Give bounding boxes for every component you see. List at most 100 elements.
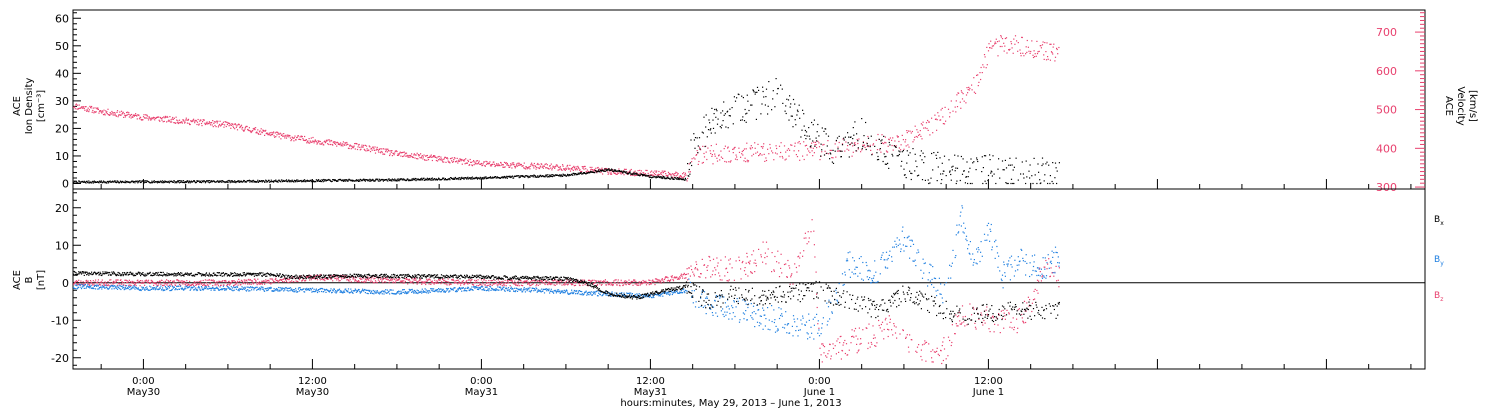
- bz-point: [349, 281, 350, 282]
- bz-point: [204, 284, 205, 285]
- bz-point: [683, 274, 684, 275]
- density-point: [181, 180, 182, 181]
- bz-point: [546, 281, 547, 282]
- density-point: [721, 125, 722, 126]
- bz-point: [537, 281, 538, 282]
- bz-point: [419, 280, 420, 281]
- bz-point: [871, 342, 872, 343]
- velocity-point: [677, 174, 678, 175]
- velocity-point: [451, 160, 452, 161]
- bz-point: [247, 284, 248, 285]
- velocity-point: [897, 135, 898, 136]
- bz-point: [727, 280, 728, 281]
- velocity-point: [398, 153, 399, 154]
- density-point: [429, 178, 430, 179]
- bz-point: [888, 336, 889, 337]
- bz-point: [874, 345, 875, 346]
- velocity-point: [176, 117, 177, 118]
- density-point: [196, 182, 197, 183]
- velocity-point: [88, 108, 89, 109]
- density-point: [956, 183, 957, 184]
- velocity-point: [925, 127, 926, 128]
- density-point: [503, 177, 504, 178]
- by-point: [89, 286, 90, 287]
- bz-point: [523, 283, 524, 284]
- velocity-point: [795, 143, 796, 144]
- bz-point: [963, 321, 964, 322]
- velocity-point: [973, 77, 974, 78]
- density-point: [466, 179, 467, 180]
- density-point: [694, 139, 695, 140]
- velocity-point: [87, 109, 88, 110]
- bz-point: [532, 284, 533, 285]
- density-point: [1053, 183, 1054, 184]
- velocity-point: [742, 154, 743, 155]
- density-point: [808, 127, 809, 128]
- velocity-point: [779, 156, 780, 157]
- velocity-point: [265, 130, 266, 131]
- bz-point: [788, 265, 789, 266]
- bz-point: [542, 282, 543, 283]
- bz-point: [1006, 310, 1007, 311]
- density-point: [275, 180, 276, 181]
- bz-point: [951, 345, 952, 346]
- bz-point: [104, 285, 105, 286]
- bz-point: [1018, 309, 1019, 310]
- bz-point: [309, 279, 310, 280]
- density-point: [163, 182, 164, 183]
- by-point: [97, 285, 98, 286]
- velocity-point: [592, 170, 593, 171]
- density-point: [249, 180, 250, 181]
- velocity-point: [617, 174, 618, 175]
- density-point: [552, 176, 553, 177]
- by-point: [147, 288, 148, 289]
- velocity-point: [608, 174, 609, 175]
- velocity-point: [167, 117, 168, 118]
- density-point: [612, 169, 613, 170]
- velocity-point: [828, 153, 829, 154]
- bz-point: [1037, 293, 1038, 294]
- density-point: [826, 133, 827, 134]
- density-point: [345, 179, 346, 180]
- velocity-point: [914, 137, 915, 138]
- bz-point: [930, 351, 931, 352]
- bz-point: [199, 283, 200, 284]
- density-point: [377, 179, 378, 180]
- density-point: [871, 136, 872, 137]
- bz-point: [150, 282, 151, 283]
- density-point: [825, 128, 826, 129]
- density-point: [703, 132, 704, 133]
- bz-point: [417, 284, 418, 285]
- velocity-point: [732, 149, 733, 150]
- velocity-point: [213, 123, 214, 124]
- bz-point: [870, 347, 871, 348]
- velocity-point: [175, 123, 176, 124]
- velocity-point: [780, 152, 781, 153]
- bz-point: [567, 279, 568, 280]
- density-point: [182, 182, 183, 183]
- bz-point: [628, 284, 629, 285]
- bz-point: [1017, 328, 1018, 329]
- density-point: [1025, 183, 1026, 184]
- density-point: [582, 173, 583, 174]
- density-point: [114, 180, 115, 181]
- bz-point: [370, 281, 371, 282]
- density-point: [208, 182, 209, 183]
- by-point: [190, 290, 191, 291]
- velocity-point: [743, 160, 744, 161]
- velocity-point: [987, 64, 988, 65]
- bz-point: [1032, 303, 1033, 304]
- velocity-point: [682, 173, 683, 174]
- velocity-point: [899, 147, 900, 148]
- bz-point: [237, 281, 238, 282]
- velocity-point: [1025, 53, 1026, 54]
- density-point: [990, 159, 991, 160]
- velocity-point: [111, 111, 112, 112]
- density-point: [852, 138, 853, 139]
- velocity-point: [1000, 46, 1001, 47]
- b-tick-label: 10: [55, 239, 69, 252]
- density-point: [1010, 165, 1011, 166]
- bz-point: [734, 280, 735, 281]
- bz-point: [376, 282, 377, 283]
- velocity-point: [641, 170, 642, 171]
